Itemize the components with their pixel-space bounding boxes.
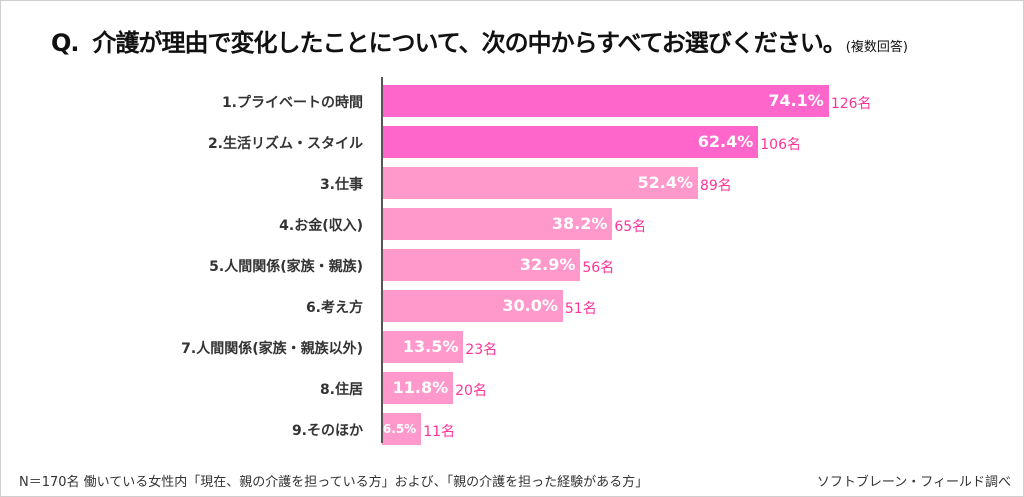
- category-label: 7.人間関係(家族・親族以外): [181, 341, 363, 357]
- question-mark-label: Q.: [51, 29, 80, 57]
- category-label: 1.プライベートの時間: [221, 95, 363, 111]
- bar: [382, 331, 464, 363]
- value-label: 13.5%: [402, 337, 459, 356]
- category-label: 9.そのほか: [291, 423, 363, 439]
- value-label: 62.4%: [697, 132, 754, 151]
- bar: [382, 167, 698, 199]
- bar: [382, 372, 454, 404]
- question-text: 介護が理由で変化したことについて、次の中からすべてお選びください。: [92, 29, 847, 57]
- bar: [382, 85, 829, 117]
- count-label: 126名: [830, 96, 872, 112]
- y-axis-line: [381, 77, 383, 443]
- count-label: 23名: [465, 342, 498, 358]
- category-label: 5.人間関係(家族・親族): [209, 259, 363, 275]
- bar: [382, 249, 581, 281]
- count-label: 65名: [614, 219, 647, 235]
- category-label: 2.生活リズム・スタイル: [207, 136, 363, 152]
- category-label: 6.考え方: [305, 300, 363, 316]
- bar: [382, 290, 563, 322]
- value-label: 38.2%: [551, 214, 608, 233]
- count-label: 106名: [760, 137, 801, 153]
- count-label: 56名: [582, 260, 615, 276]
- value-label: 52.4%: [637, 173, 693, 192]
- category-label: 8.住居: [319, 382, 363, 398]
- count-label: 89名: [699, 178, 732, 194]
- bar: [382, 126, 759, 158]
- count-label: 11名: [423, 424, 456, 440]
- source-note: ソフトブレーン・フィールド調べ: [816, 475, 1011, 490]
- question-note: (複数回答): [845, 40, 908, 55]
- sample-note: N＝170名 働いている女性内「現在、親の介護を担っている方」および、「親の介護…: [19, 475, 649, 490]
- category-label: 3.仕事: [319, 177, 363, 193]
- value-label: 6.5%: [382, 422, 417, 436]
- category-label: 4.お金(収入): [279, 218, 363, 234]
- count-label: 51名: [564, 301, 597, 317]
- bar: [382, 413, 422, 445]
- value-label: 74.1%: [768, 91, 824, 110]
- value-label: 30.0%: [502, 296, 558, 315]
- value-label: 11.8%: [392, 378, 449, 397]
- bar: [382, 208, 613, 240]
- value-label: 32.9%: [519, 255, 576, 274]
- chart-title: Q. 介護が理由で変化したことについて、次の中からすべてお選びください。(複数回答…: [51, 23, 908, 58]
- count-label: 20名: [455, 383, 487, 399]
